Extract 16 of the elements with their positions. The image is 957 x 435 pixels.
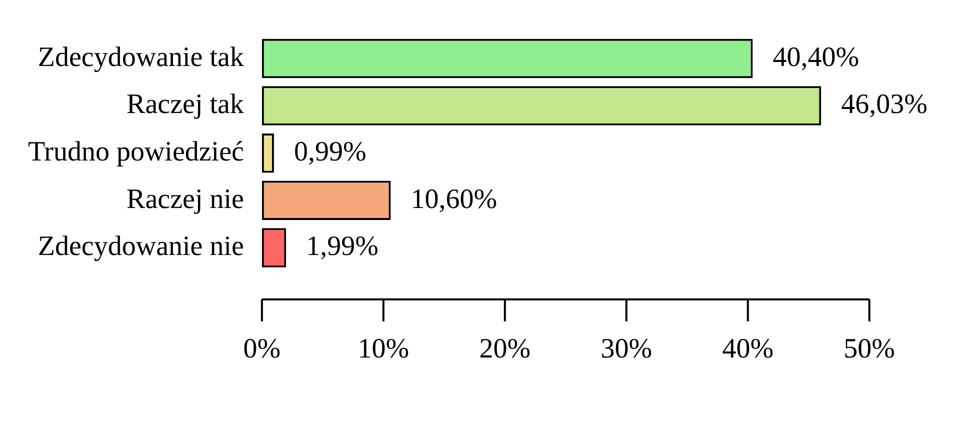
y-tick-label: Zdecydowanie nie — [38, 231, 244, 262]
y-tick-label: Zdecydowanie tak — [38, 42, 244, 73]
x-tick-label: 20% — [479, 334, 531, 365]
x-tick-label: 30% — [600, 334, 652, 365]
data-label: 0,99% — [294, 136, 366, 168]
y-tick-label: Raczej nie — [126, 184, 244, 215]
data-label: 46,03% — [841, 89, 928, 120]
data-label: 40,40% — [772, 42, 860, 73]
data-label: 10,60% — [410, 184, 498, 215]
y-tick-label: Trudno powiedzieć — [28, 136, 244, 168]
x-tick-label: 10% — [358, 334, 410, 365]
data-label: 1,99% — [306, 231, 378, 262]
y-tick-label: Raczej tak — [126, 89, 244, 120]
x-tick-label: 0% — [243, 334, 281, 365]
x-tick-label: 50% — [844, 334, 895, 365]
x-tick-label: 40% — [722, 334, 774, 365]
